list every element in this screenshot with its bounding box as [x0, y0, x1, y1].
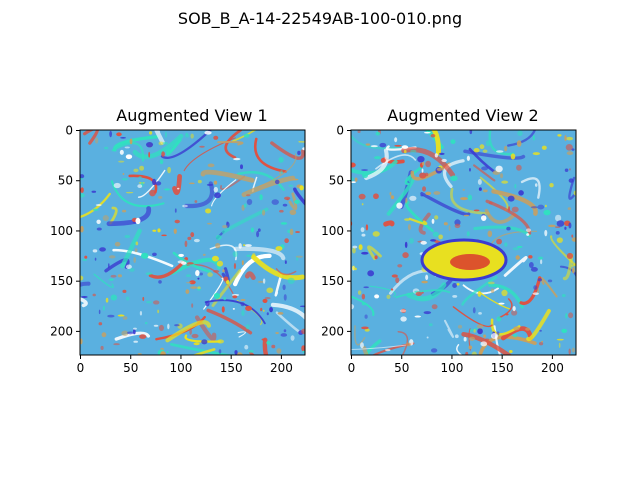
- panel-2-ticks: 0 50 100 150 200 0 50 100 150 200: [321, 124, 564, 375]
- y-tick-label: 150: [50, 274, 73, 288]
- panel-1-image: [80, 130, 305, 355]
- y-tick-label: 0: [336, 124, 344, 138]
- panel-1-frame: [79, 129, 306, 356]
- x-tick-label: 100: [440, 361, 463, 375]
- panel-2-title: Augmented View 2: [387, 106, 538, 125]
- y-tick-label: 50: [58, 174, 73, 188]
- x-tick-label: 200: [541, 361, 564, 375]
- y-tick-label: 50: [329, 174, 344, 188]
- x-tick-label: 150: [220, 361, 243, 375]
- y-tick-label: 0: [65, 124, 73, 138]
- panel-1: Augmented View 1 0 50 100 150 200 0 50 100 150 20…: [50, 106, 306, 375]
- x-tick-label: 0: [348, 361, 356, 375]
- figure-suptitle: SOB_B_A-14-22549AB-100-010.png: [178, 9, 462, 29]
- x-tick-label: 150: [491, 361, 514, 375]
- x-tick-label: 50: [123, 361, 138, 375]
- x-tick-label: 100: [169, 361, 192, 375]
- y-tick-label: 150: [321, 274, 344, 288]
- y-tick-label: 100: [321, 224, 344, 238]
- panel-1-title: Augmented View 1: [116, 106, 267, 125]
- y-tick-label: 100: [50, 224, 73, 238]
- x-tick-label: 0: [77, 361, 85, 375]
- panel-2-image: [351, 130, 576, 355]
- y-tick-label: 200: [50, 324, 73, 338]
- x-tick-label: 200: [270, 361, 293, 375]
- panel-1-ticks: 0 50 100 150 200 0 50 100 150 200: [50, 124, 293, 375]
- y-tick-label: 200: [321, 324, 344, 338]
- panel-2: Augmented View 2 0 50 100 150 200 0 50 100 150 20…: [321, 106, 577, 375]
- x-tick-label: 50: [394, 361, 409, 375]
- panel-2-frame: [350, 129, 577, 356]
